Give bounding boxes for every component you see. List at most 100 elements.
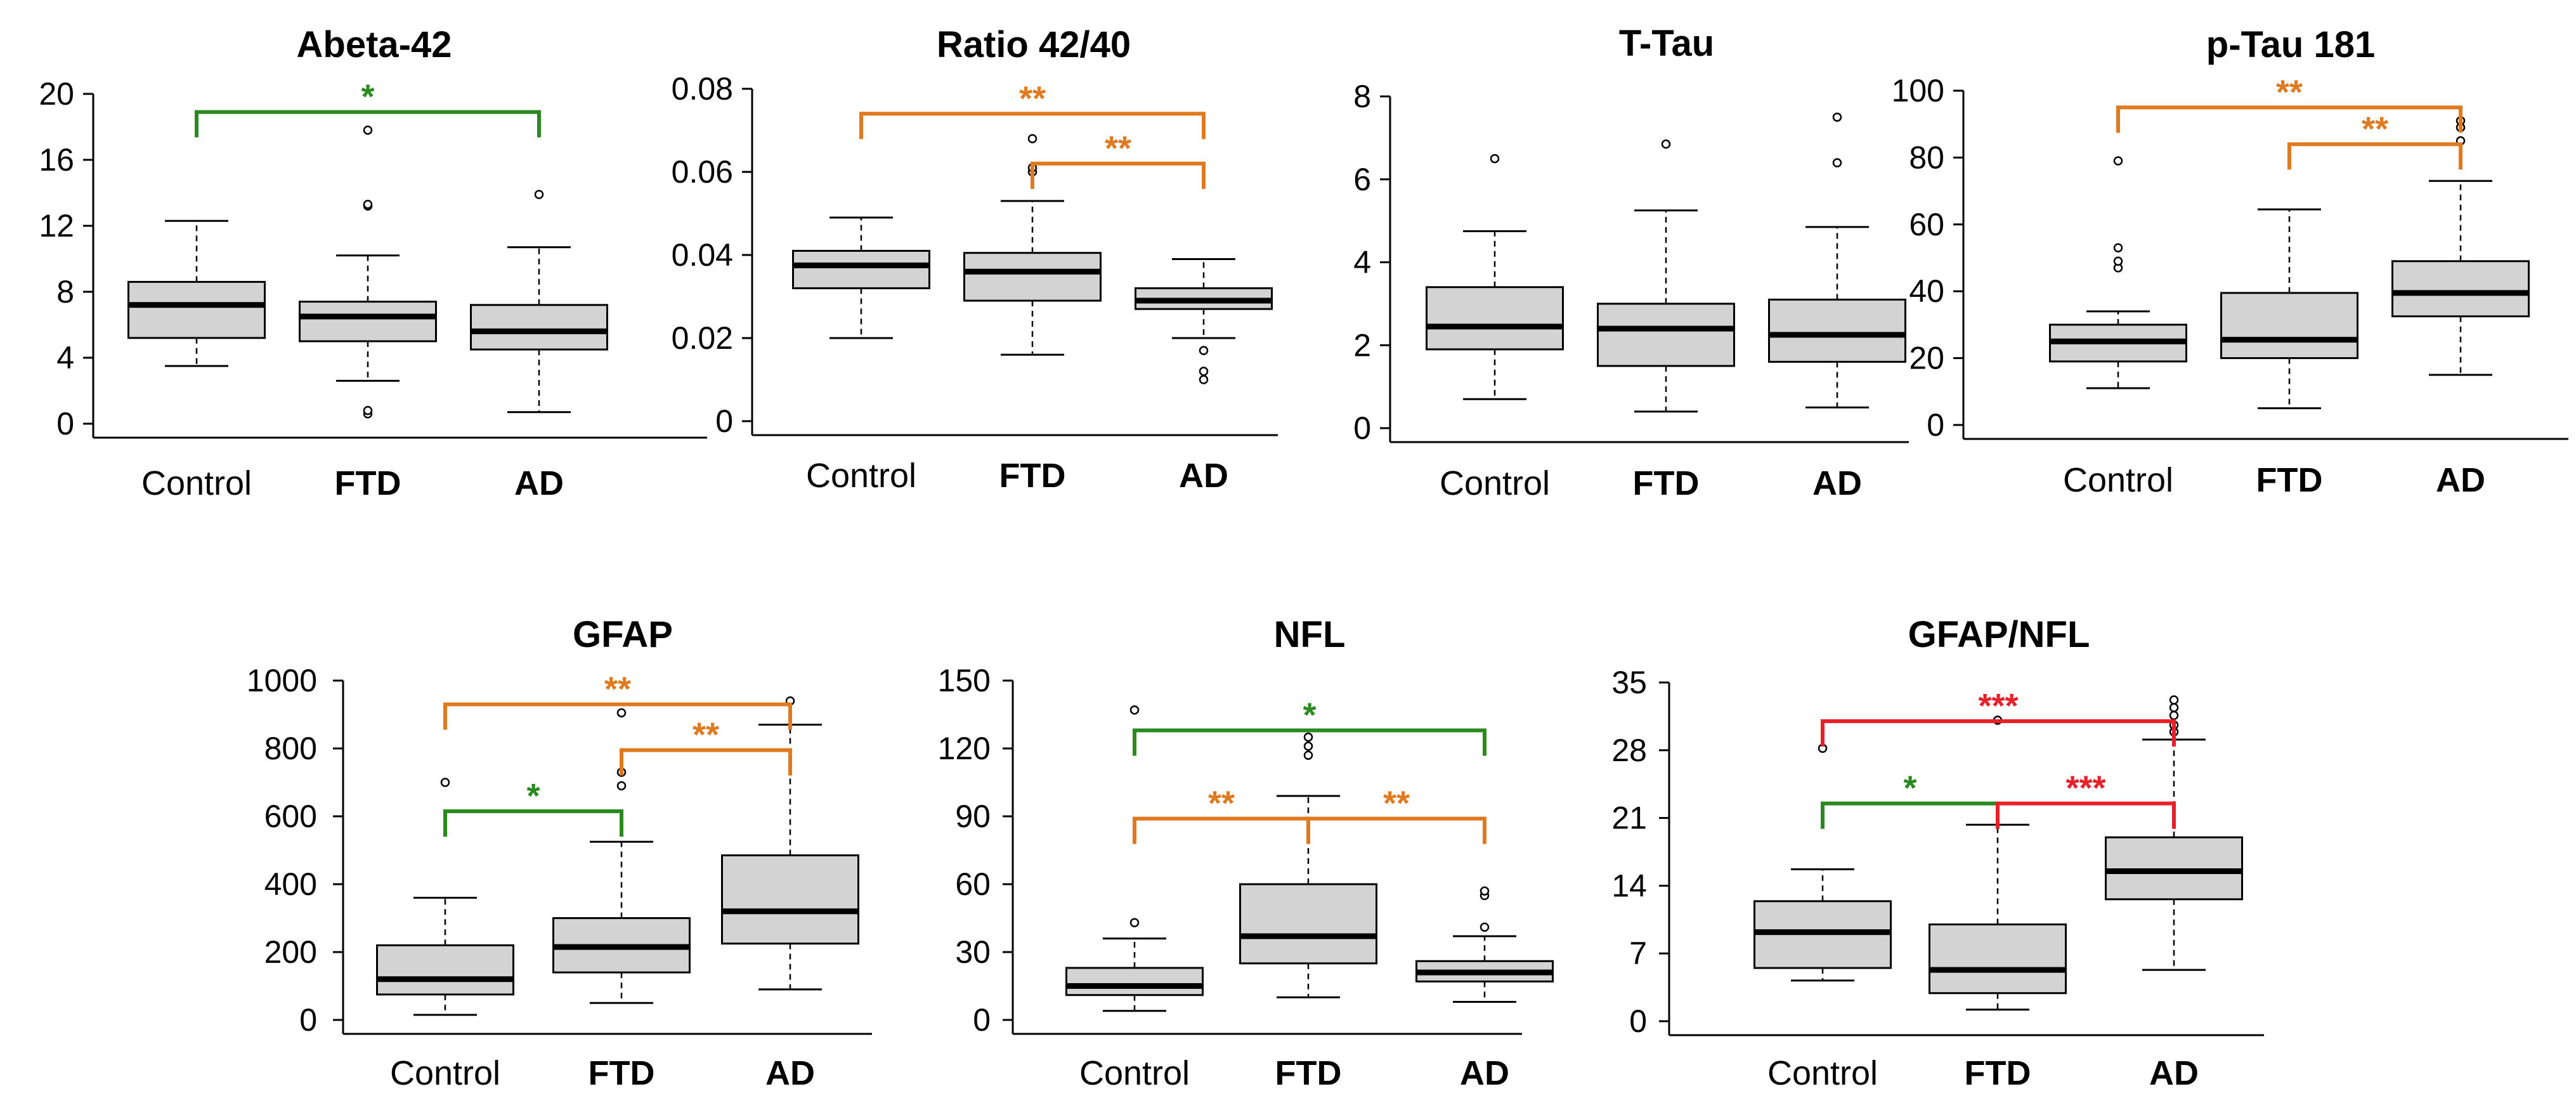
significance-bracket: ** [2116,73,2462,133]
outlier-point [440,778,450,787]
outlier-point [1832,158,1842,167]
box-ad [721,696,859,991]
y-tick-label: 7 [1629,936,1647,971]
category-label: Control [1440,464,1550,502]
category-label: AD [1460,1054,1509,1092]
significance-bracket: * [443,777,623,837]
y-tick-label: 80 [1909,140,1944,175]
y-tick-label: 0.04 [672,237,733,273]
category-label: AD [2436,461,2485,499]
significance-bracket: ** [1306,785,1486,844]
box-control [1426,153,1564,400]
bracket-line [2116,105,2462,133]
y-tick-label: 4 [56,340,74,375]
panel-abeta-42: Abeta-42 0 4 8 12 16 20 Control FTD AD * [39,24,707,502]
y-tick-label: 4 [1353,245,1371,280]
bracket-line [443,809,623,837]
y-tick-label: 0 [56,406,74,441]
outlier-point [1027,134,1038,143]
outlier-point [2113,256,2123,266]
significance-stars: ** [1383,785,1410,823]
outlier-point [534,190,544,199]
significance-stars: * [1303,696,1316,734]
significance-stars: * [361,78,374,116]
y-tick-label: 20 [1909,341,1944,376]
y-tick-label: 0.02 [672,320,733,356]
iqr-box [792,249,930,289]
bracket-line [1133,728,1486,756]
iqr-box [2105,836,2243,901]
category-label: Control [2063,461,2173,499]
outlier-point [1490,153,1500,164]
y-tick-label: 800 [264,731,317,766]
box-control [1753,743,1892,982]
category-label: FTD [1275,1054,1342,1092]
y-tick-label: 8 [1353,79,1371,114]
y-tick-label: 35 [1611,665,1647,700]
panel-t-tau: T-Tau 0 2 4 6 8 Control FTD AD [1353,23,1909,502]
panel-title: p-Tau 181 [2206,24,2375,65]
category-label: Control [1767,1054,1878,1092]
y-tick-label: 0.08 [672,71,733,107]
y-tick-label: 0 [299,1002,317,1038]
y-tick-label: 400 [264,866,317,902]
outlier-point [1480,886,1490,896]
iqr-box [299,301,437,343]
y-tick-label: 40 [1909,273,1944,309]
category-label: AD [765,1054,815,1092]
iqr-box [376,944,514,996]
box-control [792,216,930,339]
bracket-line [195,110,541,138]
iqr-box [127,280,266,339]
y-tick-label: 200 [264,934,317,970]
box-control [127,219,266,367]
iqr-box [1065,967,1204,996]
outlier-point [2169,695,2179,705]
bracket-line [1821,719,2176,747]
box-ftd [1597,139,1735,413]
significance-bracket: ** [1031,129,1206,189]
box-control [376,778,514,1016]
iqr-box [1768,298,1906,363]
outlier-point [616,708,627,718]
y-tick-label: 8 [56,274,74,310]
iqr-box [963,252,1102,302]
box-ftd [299,125,437,419]
outlier-point [2113,243,2123,252]
category-label: Control [1079,1054,1190,1092]
outlier-point [1832,112,1842,122]
category-label: FTD [589,1054,655,1092]
outlier-point [1303,741,1313,751]
category-label: Control [806,457,916,495]
panel-title: NFL [1274,614,1346,655]
iqr-box [2391,260,2530,318]
bracket-line [2287,142,2462,170]
significance-bracket: ** [443,670,792,730]
box-ftd [1239,732,1377,998]
panel-title: GFAP/NFL [1908,614,2090,655]
y-tick-label: 60 [955,866,991,902]
significance-bracket: *** [1821,687,2176,747]
category-label: Control [141,464,252,502]
significance-stars: ** [1208,785,1235,823]
iqr-box [1929,923,2067,995]
significance-bracket: ** [1133,785,1310,844]
significance-stars: * [526,777,540,815]
y-tick-label: 0 [973,1002,991,1038]
box-ad [470,190,608,414]
box-ftd [1929,715,2067,1011]
significance-bracket: * [195,78,541,138]
y-tick-label: 100 [1892,73,1944,108]
category-label: FTD [2256,461,2323,499]
significance-bracket: ** [620,716,792,776]
significance-bracket: * [1133,696,1486,756]
significance-stars: *** [1978,687,2018,725]
y-tick-label: 14 [1611,868,1647,903]
significance-stars: ** [1105,129,1131,167]
y-tick-label: 60 [1909,207,1944,242]
box-ftd [2220,208,2358,410]
bracket-line [620,748,792,776]
outlier-point [1480,922,1490,932]
